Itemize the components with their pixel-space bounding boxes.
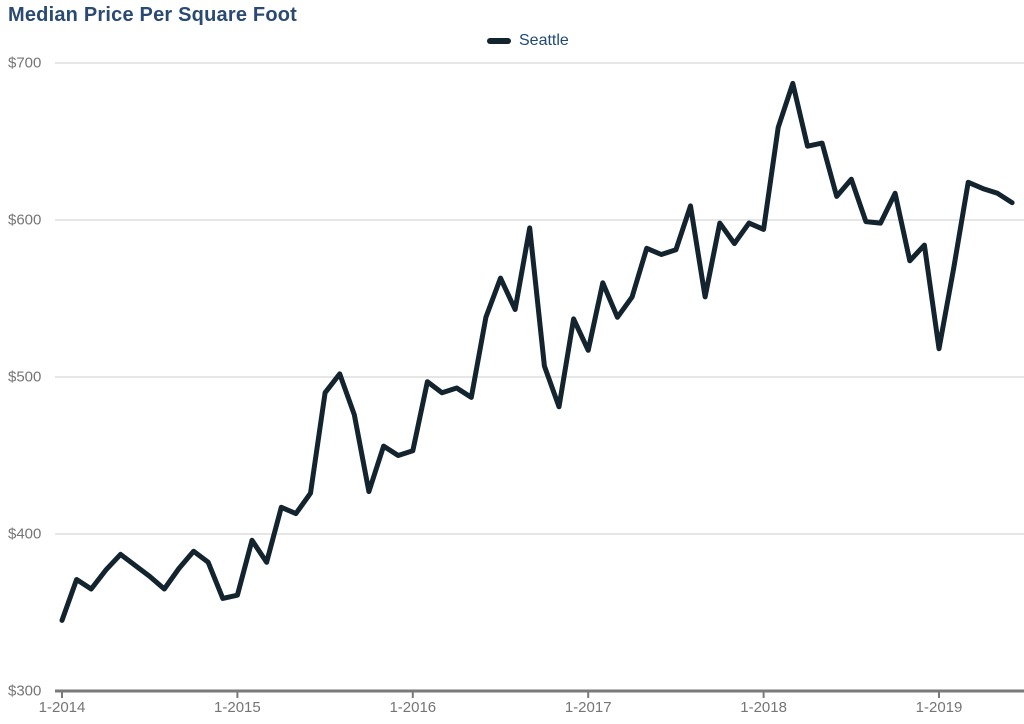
legend: Seattle (487, 31, 569, 51)
y-axis-label: $300 (8, 683, 41, 700)
x-axis-label: 1-2016 (389, 699, 436, 716)
y-axis-label: $400 (8, 526, 41, 543)
chart-title: Median Price Per Square Foot (8, 4, 298, 26)
y-axis-label: $500 (8, 369, 41, 386)
seattle-price-line (59, 80, 1015, 623)
legend-label: Seattle (519, 32, 569, 49)
x-axis-label: 1-2017 (565, 699, 612, 716)
legend-line-swatch (487, 38, 511, 44)
x-axis-label: 1-2018 (740, 699, 787, 716)
x-axis-label: 1-2014 (39, 699, 86, 716)
x-axis-label: 1-2015 (214, 699, 261, 716)
x-axis-label: 1-2019 (916, 699, 963, 716)
y-axis-label: $700 (8, 55, 41, 72)
y-axis-label: $600 (8, 212, 41, 229)
